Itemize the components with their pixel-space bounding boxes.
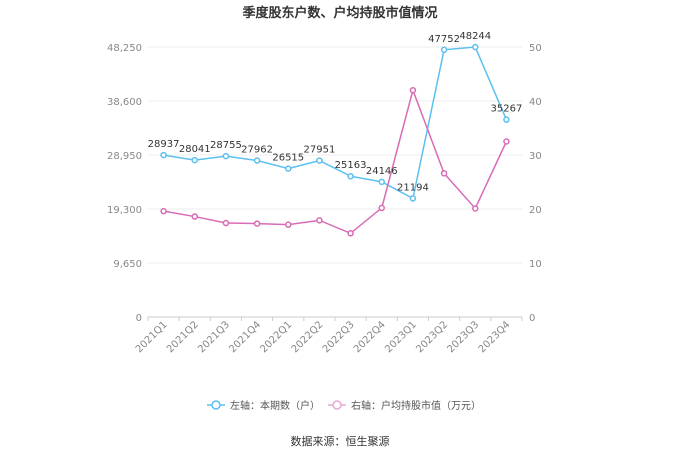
x-tick-label: 2022Q2 xyxy=(290,319,326,355)
right-tick-label: 30 xyxy=(529,151,542,162)
series-1-point xyxy=(285,221,292,228)
left-tick-label: 19,300 xyxy=(107,205,142,216)
legend-item-right-series[interactable]: 右轴：户均持股市值（万元） xyxy=(328,399,481,412)
series-1-point xyxy=(409,86,417,94)
left-tick-label: 0 xyxy=(136,313,142,324)
series-1-point xyxy=(347,230,354,237)
series-0-point xyxy=(347,172,354,180)
left-axis-ticks: 0 9,650 19,300 28,950 38,600 48,250 xyxy=(107,43,142,324)
series-0-point xyxy=(316,157,323,164)
series-0-point xyxy=(472,43,479,51)
series-0-point xyxy=(253,157,261,164)
series-0-point xyxy=(440,46,448,54)
x-tick-label: 2023Q1 xyxy=(383,319,419,355)
x-axis-ticks: 2021Q12021Q22021Q32021Q42022Q12022Q22022… xyxy=(134,317,523,355)
series-0-data-label: 35267 xyxy=(491,104,523,115)
series-1-point xyxy=(253,220,261,227)
series-1-point xyxy=(316,217,323,224)
right-tick-label: 20 xyxy=(529,205,542,216)
legend-item-left-series[interactable]: 左轴：本期数（户） xyxy=(207,399,320,412)
series-0-point xyxy=(191,156,198,164)
series-1-point xyxy=(191,213,198,220)
grid-lines xyxy=(148,46,522,318)
x-tick-label: 2021Q2 xyxy=(165,319,201,355)
series-0-point xyxy=(378,178,385,186)
series-1-point xyxy=(472,205,479,212)
legend-label-left: 左轴：本期数（户） xyxy=(230,399,320,412)
series-0-data-label: 48244 xyxy=(459,31,491,42)
series-0-point xyxy=(409,195,417,202)
series-line-0 xyxy=(163,46,508,200)
series-0-point xyxy=(160,151,167,159)
series-1-point xyxy=(160,207,167,215)
series-0-point xyxy=(503,116,510,123)
series-layer xyxy=(160,43,510,237)
chart-title: 季度股东户数、户均持股市值情况 xyxy=(241,5,437,21)
right-tick-label: 40 xyxy=(529,97,542,108)
left-tick-label: 28,950 xyxy=(107,151,142,162)
legend-marker-right xyxy=(332,400,342,410)
series-0-data-label: 26515 xyxy=(272,153,304,164)
left-tick-label: 38,600 xyxy=(107,97,142,108)
series-0-data-label: 27962 xyxy=(241,145,273,156)
right-tick-label: 50 xyxy=(529,43,542,54)
x-tick-label: 2022Q3 xyxy=(321,319,357,355)
x-tick-label: 2023Q2 xyxy=(414,319,450,355)
series-0-data-label: 28755 xyxy=(210,140,242,151)
series-0-point xyxy=(285,165,292,172)
series-0-data-label: 21194 xyxy=(397,182,429,193)
series-line-1 xyxy=(163,87,508,235)
right-axis-ticks: 0 10 20 30 40 50 xyxy=(529,43,542,324)
series-1-point xyxy=(503,138,510,145)
series-1-point xyxy=(440,170,448,177)
right-tick-label: 0 xyxy=(529,313,535,324)
x-tick-label: 2022Q1 xyxy=(259,319,295,355)
series-0-point xyxy=(222,152,230,160)
right-tick-label: 10 xyxy=(529,259,542,270)
x-tick-label: 2023Q3 xyxy=(446,319,482,355)
series-0-data-label: 47752 xyxy=(428,34,460,45)
series-0-data-label: 27951 xyxy=(304,145,336,156)
left-tick-label: 9,650 xyxy=(113,259,142,270)
x-tick-label: 2023Q4 xyxy=(477,319,513,355)
legend-marker-left xyxy=(211,400,221,410)
x-tick-label: 2021Q3 xyxy=(196,319,232,355)
x-tick-label: 2021Q4 xyxy=(227,319,263,355)
left-tick-label: 48,250 xyxy=(107,43,142,54)
series-0-data-label: 28041 xyxy=(179,144,211,155)
legend: 左轴：本期数（户） 右轴：户均持股市值（万元） xyxy=(207,399,481,412)
source-text: 数据来源：恒生聚源 xyxy=(291,434,390,448)
series-1-point xyxy=(378,204,385,212)
series-0-data-label: 24146 xyxy=(366,166,398,177)
legend-label-right: 右轴：户均持股市值（万元） xyxy=(351,399,481,412)
series-0-data-label: 28937 xyxy=(148,139,180,150)
series-0-data-label: 25163 xyxy=(335,160,367,171)
series-1-point xyxy=(222,219,230,227)
x-tick-label: 2021Q1 xyxy=(134,319,170,355)
x-tick-label: 2022Q4 xyxy=(352,319,388,355)
